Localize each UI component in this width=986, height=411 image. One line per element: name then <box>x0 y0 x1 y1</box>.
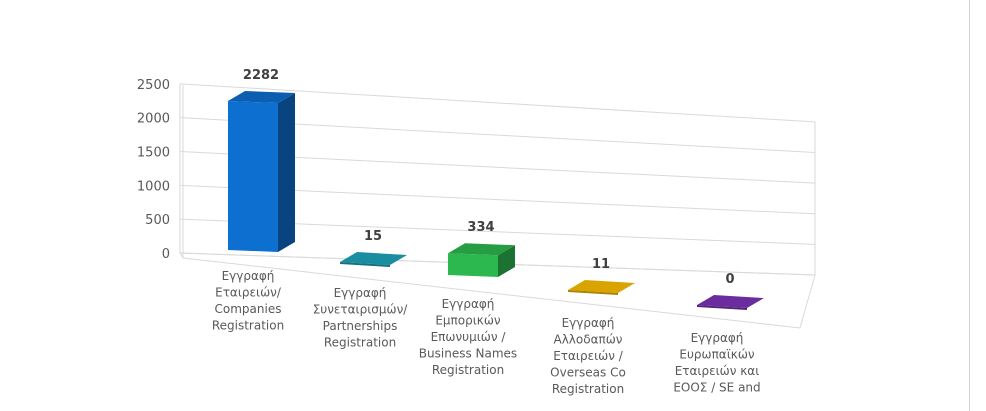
category-label: Εγγραφή Ευρωπαϊκών Εταιρειών και ΕΟΟΣ / SE … <box>673 331 760 395</box>
value-label: 2282 <box>243 68 279 83</box>
bar-top-face <box>340 252 407 265</box>
bar-side-face <box>278 93 295 252</box>
category-label: Εγγραφή Αλλοδαπών Εταιρειών / Overseas Co Re… <box>550 316 626 396</box>
bar <box>568 280 635 295</box>
bar-side-face <box>498 245 515 277</box>
y-tick-label: 1000 <box>137 179 170 194</box>
bar-top-face <box>228 91 295 104</box>
y-tick-label: 2000 <box>137 112 170 127</box>
bar <box>228 91 295 252</box>
y-axis-ticks: 0 500 1000 1500 2000 2500 <box>137 78 170 262</box>
y-tick-label: 0 <box>162 247 170 262</box>
y-tick-label: 2500 <box>137 78 170 93</box>
bar-top-face <box>448 243 515 256</box>
y-tick-label: 500 <box>145 213 170 228</box>
bar-top-face <box>697 295 764 308</box>
category-label: Εγγραφή Συνεταιρισμών/Partnerships Registr… <box>313 286 409 350</box>
bar-front-face <box>568 290 618 295</box>
gridline <box>179 83 816 123</box>
bar <box>697 295 764 310</box>
bar <box>448 243 515 277</box>
bar-top-face <box>568 280 635 293</box>
category-label: Εγγραφή Εταιρειών/Companies Registration <box>212 269 284 333</box>
value-label: 0 <box>725 272 734 287</box>
bar-front-face <box>228 101 278 252</box>
value-label: 334 <box>467 220 494 235</box>
y-tick-label: 1500 <box>137 146 170 161</box>
value-labels: 2282 15 334 11 0 <box>243 68 735 287</box>
bar-front-face <box>448 253 498 277</box>
value-label: 11 <box>592 257 610 272</box>
bar <box>340 252 407 267</box>
floor <box>179 252 816 329</box>
category-labels: Εγγραφή Εταιρειών/Companies Registration Εγ… <box>212 269 761 396</box>
bar-front-face <box>340 262 390 267</box>
bars <box>228 91 764 310</box>
category-label: Εγγραφή Εμπορικών Επωνυμιών / Business Name… <box>419 297 517 377</box>
bar-front-face <box>697 305 747 310</box>
value-label: 15 <box>364 229 382 244</box>
